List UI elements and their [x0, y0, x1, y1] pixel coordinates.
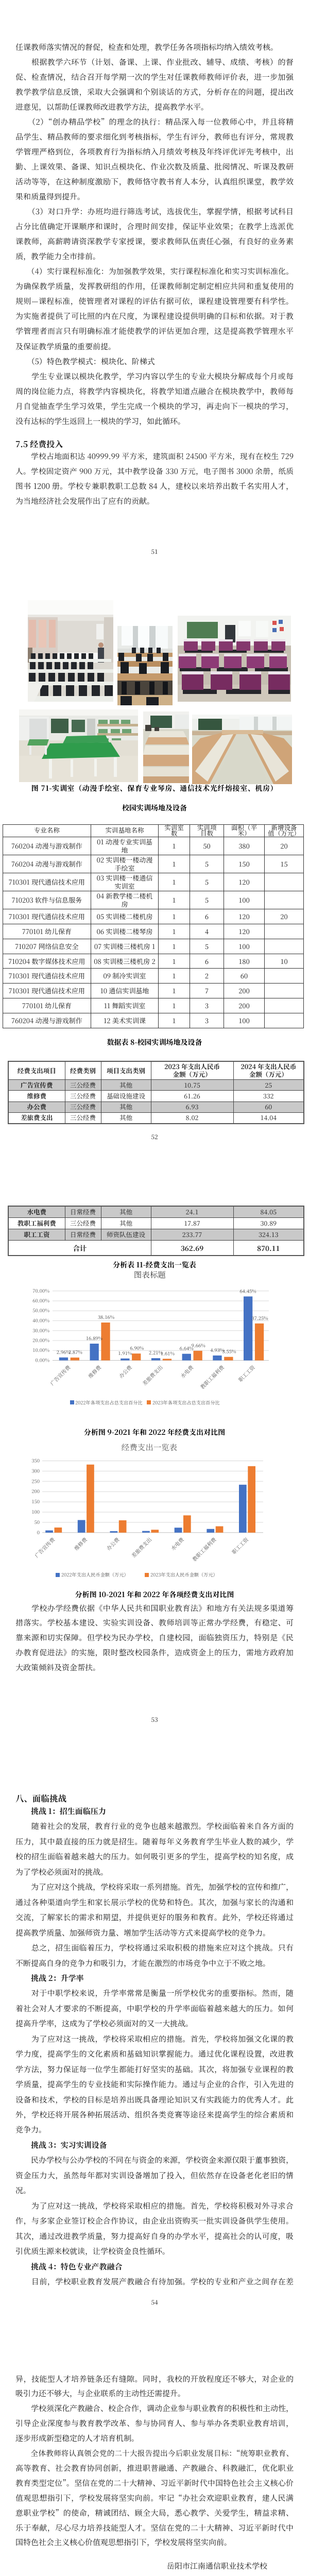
svg-text:水电费: 水电费 [178, 1363, 195, 1380]
svg-text:16.89%: 16.89% [86, 1334, 102, 1342]
svg-text:广告宣传费: 广告宣传费 [32, 1535, 56, 1559]
svg-text:40.00%: 40.00% [32, 1317, 49, 1324]
svg-text:60.00%: 60.00% [32, 1297, 49, 1304]
svg-text:9.66%: 9.66% [192, 1342, 205, 1349]
svg-text:2.96%: 2.96% [57, 1348, 71, 1355]
svg-text:2.21%: 2.21% [149, 1349, 163, 1356]
svg-text:职工工资: 职工工资 [230, 1535, 250, 1555]
svg-text:办公费: 办公费 [117, 1363, 133, 1380]
svg-text:教职工福利费: 教职工福利费 [198, 1363, 226, 1391]
svg-text:2023年支出人民币金额（万元）: 2023年支出人民币金额（万元） [150, 1571, 218, 1578]
svg-text:30.00%: 30.00% [32, 1327, 49, 1334]
svg-text:100: 100 [31, 1508, 40, 1515]
svg-text:300: 300 [31, 1467, 40, 1474]
svg-text:维修费: 维修费 [72, 1535, 89, 1552]
svg-text:200: 200 [31, 1487, 40, 1495]
svg-text:水电费: 水电费 [168, 1535, 185, 1552]
svg-text:50.00%: 50.00% [32, 1307, 49, 1314]
svg-text:50: 50 [35, 1518, 40, 1526]
svg-text:37.25%: 37.25% [252, 1314, 268, 1321]
svg-text:6.64%: 6.64% [180, 1345, 194, 1352]
svg-text:0.00%: 0.00% [35, 1357, 49, 1364]
svg-text:职工工资: 职工工资 [236, 1363, 256, 1383]
svg-text:2022年各项支出占总支出百分比: 2022年各项支出占总支出百分比 [75, 1399, 143, 1406]
svg-text:3.55%: 3.55% [222, 1348, 236, 1355]
svg-text:1.61%: 1.61% [161, 1349, 175, 1357]
svg-text:6.90%: 6.90% [130, 1344, 144, 1351]
svg-text:2023年各项支出占总支出百分比: 2023年各项支出占总支出百分比 [152, 1399, 220, 1406]
svg-text:4.93%: 4.93% [210, 1346, 224, 1353]
svg-text:70.00%: 70.00% [32, 1287, 49, 1294]
svg-text:64.45%: 64.45% [240, 1287, 256, 1294]
svg-text:办公费: 办公费 [105, 1535, 121, 1552]
svg-text:教职工福利费: 教职工福利费 [190, 1535, 217, 1563]
svg-text:差旅费支出: 差旅费支出 [129, 1535, 153, 1559]
svg-text:350: 350 [31, 1457, 40, 1464]
svg-text:0: 0 [37, 1529, 40, 1536]
svg-text:差旅费支出: 差旅费支出 [141, 1363, 164, 1387]
svg-text:250: 250 [31, 1477, 40, 1484]
svg-text:广告宣传费: 广告宣传费 [48, 1363, 72, 1387]
svg-text:2.87%: 2.87% [68, 1348, 82, 1355]
svg-text:维修费: 维修费 [86, 1363, 102, 1380]
svg-text:2022年支出人民币金额（万元）: 2022年支出人民币金额（万元） [61, 1571, 129, 1578]
svg-text:150: 150 [31, 1498, 40, 1505]
svg-text:1.91%: 1.91% [118, 1349, 132, 1357]
svg-text:10.00%: 10.00% [32, 1346, 49, 1353]
svg-text:20.00%: 20.00% [32, 1336, 49, 1344]
svg-text:38.16%: 38.16% [98, 1313, 114, 1320]
